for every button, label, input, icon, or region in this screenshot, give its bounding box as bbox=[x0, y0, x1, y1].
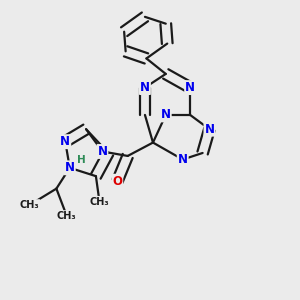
Text: N: N bbox=[65, 161, 75, 174]
Text: N: N bbox=[140, 81, 150, 94]
Text: N: N bbox=[178, 153, 188, 166]
Text: N: N bbox=[98, 145, 107, 158]
Text: N: N bbox=[204, 123, 214, 136]
Text: CH₃: CH₃ bbox=[57, 211, 76, 221]
Text: N: N bbox=[60, 135, 70, 148]
Text: CH₃: CH₃ bbox=[20, 200, 39, 210]
Text: N: N bbox=[161, 108, 171, 122]
Text: CH₃: CH₃ bbox=[90, 197, 109, 207]
Text: N: N bbox=[185, 81, 195, 94]
Text: H: H bbox=[77, 155, 86, 165]
Text: O: O bbox=[112, 175, 122, 188]
